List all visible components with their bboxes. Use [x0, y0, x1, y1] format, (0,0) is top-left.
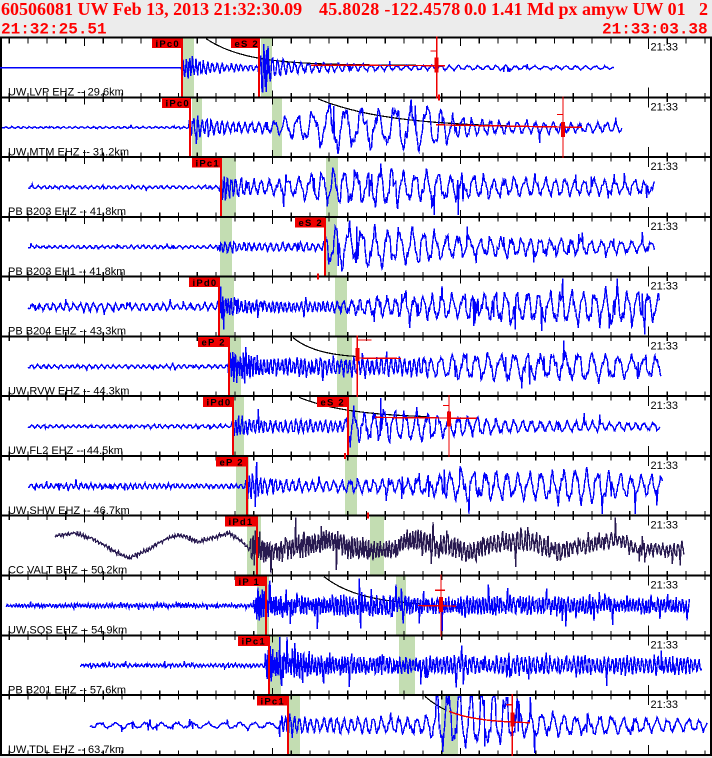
svg-text:eS 2: eS 2 — [321, 398, 345, 409]
svg-text:iPc0: iPc0 — [166, 99, 190, 110]
svg-text:PB B203 EH1 -- 41.8km: PB B203 EH1 -- 41.8km — [8, 266, 125, 278]
svg-text:iPc0: iPc0 — [156, 39, 180, 50]
svg-text:PB B204 EHZ -- 43.3km: PB B204 EHZ -- 43.3km — [8, 326, 126, 338]
svg-text:iP 1: iP 1 — [239, 577, 261, 588]
svg-text:UW FL2 EHZ -- 44.5km: UW FL2 EHZ -- 44.5km — [8, 445, 123, 457]
svg-text:21:33: 21:33 — [651, 101, 679, 113]
svg-text:60506081 UW Feb 13, 2013 21:32: 60506081 UW Feb 13, 2013 21:32:30.09 45.8… — [1, 0, 708, 19]
svg-text:21:33: 21:33 — [651, 580, 679, 592]
svg-text:UW TDL EHZ -- 63.7km: UW TDL EHZ -- 63.7km — [8, 744, 124, 756]
svg-text:21:33: 21:33 — [651, 161, 679, 173]
svg-text:21:33: 21:33 — [651, 221, 679, 233]
svg-text:21:33: 21:33 — [651, 281, 679, 293]
svg-text:iPc1: iPc1 — [242, 637, 266, 648]
svg-text:iPd0: iPd0 — [207, 398, 232, 409]
svg-text:21:33: 21:33 — [651, 340, 679, 352]
svg-text:eS 2: eS 2 — [299, 218, 323, 229]
svg-text:21:33: 21:33 — [651, 42, 679, 54]
svg-text:UW LVP EHZ -- 29.6km: UW LVP EHZ -- 29.6km — [8, 87, 124, 99]
svg-text:eP 2: eP 2 — [220, 457, 244, 468]
svg-text:eS 2: eS 2 — [235, 39, 259, 50]
svg-text:21:33: 21:33 — [651, 699, 679, 711]
svg-text:UW RVW EHZ -- 44.3km: UW RVW EHZ -- 44.3km — [8, 385, 129, 397]
svg-text:iPc1: iPc1 — [196, 158, 220, 169]
svg-text:21:33: 21:33 — [651, 520, 679, 532]
svg-text:iPd0: iPd0 — [193, 278, 218, 289]
svg-text:21:33: 21:33 — [651, 460, 679, 472]
svg-text:iPc1: iPc1 — [261, 696, 285, 707]
svg-text:21:33: 21:33 — [651, 400, 679, 412]
svg-text:UW MTM EHZ -- 31.2km: UW MTM EHZ -- 31.2km — [8, 146, 129, 158]
svg-text:iPd1: iPd1 — [229, 517, 254, 528]
svg-text:eP 2: eP 2 — [202, 338, 226, 349]
svg-text:PB B203 EHZ -- 41.8km: PB B203 EHZ -- 41.8km — [8, 206, 126, 218]
svg-text:UW SQS EHZ -- 54.9km: UW SQS EHZ -- 54.9km — [8, 625, 127, 637]
svg-text:UW SHW EHZ -- 46.7km: UW SHW EHZ -- 46.7km — [8, 505, 130, 517]
svg-text:CC VALT BHZ -- 50.2km: CC VALT BHZ -- 50.2km — [8, 565, 127, 577]
svg-text:21:33: 21:33 — [651, 639, 679, 651]
svg-text:PB B201 EHZ -- 57.6km: PB B201 EHZ -- 57.6km — [8, 684, 126, 696]
